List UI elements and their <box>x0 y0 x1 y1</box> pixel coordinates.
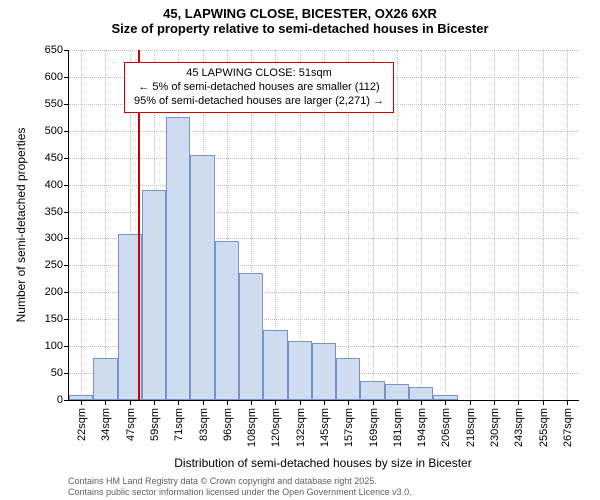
histogram-bar <box>360 381 384 400</box>
x-axis-title: Distribution of semi-detached houses by … <box>68 456 578 470</box>
x-tick-label: 22sqm <box>74 408 88 441</box>
y-tick-label: 350 <box>45 206 69 218</box>
gridline-h <box>69 50 579 51</box>
x-tick-mark <box>348 400 349 405</box>
histogram-bar <box>142 190 166 400</box>
x-tick-label: 218sqm <box>463 408 477 447</box>
x-tick-label: 96sqm <box>220 408 234 441</box>
histogram-bar <box>215 241 239 400</box>
x-tick-label: 243sqm <box>511 408 525 447</box>
annotation-line: 95% of semi-detached houses are larger (… <box>131 95 387 109</box>
gridline-v <box>445 50 446 400</box>
histogram-bar <box>385 384 409 400</box>
y-tick-label: 450 <box>45 152 69 164</box>
y-tick-label: 550 <box>45 98 69 110</box>
y-tick-label: 0 <box>57 394 69 406</box>
attribution-line: Contains HM Land Registry data © Crown c… <box>68 476 412 487</box>
histogram-bar <box>409 387 433 400</box>
histogram-bar <box>288 341 312 400</box>
plot-area: 22sqm34sqm47sqm59sqm71sqm83sqm96sqm108sq… <box>68 50 579 401</box>
x-tick-mark <box>105 400 106 405</box>
x-tick-label: 47sqm <box>123 408 137 441</box>
gridline-v <box>518 50 519 400</box>
annotation-box: 45 LAPWING CLOSE: 51sqm← 5% of semi-deta… <box>124 62 394 113</box>
chart-container: { "title": { "line1": "45, LAPWING CLOSE… <box>0 0 600 500</box>
y-tick-label: 650 <box>45 44 69 56</box>
histogram-bar <box>263 330 287 400</box>
x-tick-mark <box>275 400 276 405</box>
y-tick-label: 250 <box>45 259 69 271</box>
y-tick-label: 150 <box>45 313 69 325</box>
histogram-bar <box>433 395 457 400</box>
x-tick-mark <box>81 400 82 405</box>
x-tick-label: 267sqm <box>560 408 574 447</box>
x-tick-mark <box>543 400 544 405</box>
y-tick-label: 300 <box>45 232 69 244</box>
x-tick-label: 71sqm <box>171 408 185 441</box>
x-tick-mark <box>203 400 204 405</box>
x-tick-label: 194sqm <box>414 408 428 447</box>
y-tick-label: 100 <box>45 340 69 352</box>
histogram-bar <box>69 395 93 400</box>
x-tick-label: 181sqm <box>390 408 404 447</box>
x-tick-label: 145sqm <box>317 408 331 447</box>
title-line1: 45, LAPWING CLOSE, BICESTER, OX26 6XR <box>0 6 600 21</box>
x-tick-label: 169sqm <box>366 408 380 447</box>
y-tick-label: 600 <box>45 71 69 83</box>
x-tick-mark <box>251 400 252 405</box>
x-tick-mark <box>494 400 495 405</box>
x-tick-label: 132sqm <box>293 408 307 447</box>
gridline-v <box>567 50 568 400</box>
y-tick-label: 500 <box>45 125 69 137</box>
x-tick-label: 83sqm <box>196 408 210 441</box>
x-tick-mark <box>421 400 422 405</box>
gridline-v <box>543 50 544 400</box>
x-tick-label: 120sqm <box>268 408 282 447</box>
annotation-line: 45 LAPWING CLOSE: 51sqm <box>131 67 387 81</box>
x-tick-label: 206sqm <box>438 408 452 447</box>
histogram-bar <box>190 155 214 400</box>
y-tick-label: 200 <box>45 286 69 298</box>
y-tick-label: 50 <box>51 367 69 379</box>
x-tick-label: 157sqm <box>341 408 355 447</box>
gridline-v <box>105 50 106 400</box>
x-tick-label: 59sqm <box>147 408 161 441</box>
x-tick-mark <box>373 400 374 405</box>
gridline-h <box>69 158 579 159</box>
histogram-bar <box>336 358 360 400</box>
attribution-text: Contains HM Land Registry data © Crown c… <box>68 476 412 498</box>
title-line2: Size of property relative to semi-detach… <box>0 21 600 36</box>
histogram-bar <box>166 117 190 400</box>
y-tick-label: 400 <box>45 179 69 191</box>
gridline-v <box>421 50 422 400</box>
x-tick-mark <box>518 400 519 405</box>
gridline-v <box>470 50 471 400</box>
gridline-v <box>397 50 398 400</box>
attribution-line: Contains public sector information licen… <box>68 487 412 498</box>
x-tick-label: 230sqm <box>487 408 501 447</box>
x-tick-mark <box>445 400 446 405</box>
x-tick-mark <box>470 400 471 405</box>
chart-title: 45, LAPWING CLOSE, BICESTER, OX26 6XR Si… <box>0 0 600 36</box>
gridline-v <box>81 50 82 400</box>
x-tick-label: 34sqm <box>98 408 112 441</box>
x-tick-mark <box>324 400 325 405</box>
x-tick-label: 255sqm <box>536 408 550 447</box>
x-tick-label: 108sqm <box>244 408 258 447</box>
gridline-h <box>69 185 579 186</box>
histogram-bar <box>312 343 336 400</box>
histogram-bar <box>239 273 263 400</box>
x-tick-mark <box>300 400 301 405</box>
x-tick-mark <box>178 400 179 405</box>
x-tick-mark <box>397 400 398 405</box>
gridline-h <box>69 131 579 132</box>
x-tick-mark <box>130 400 131 405</box>
annotation-line: ← 5% of semi-detached houses are smaller… <box>131 81 387 95</box>
histogram-bar <box>93 358 117 400</box>
x-tick-mark <box>227 400 228 405</box>
x-tick-mark <box>154 400 155 405</box>
y-axis-title: Number of semi-detached properties <box>14 50 28 400</box>
x-tick-mark <box>567 400 568 405</box>
gridline-v <box>494 50 495 400</box>
